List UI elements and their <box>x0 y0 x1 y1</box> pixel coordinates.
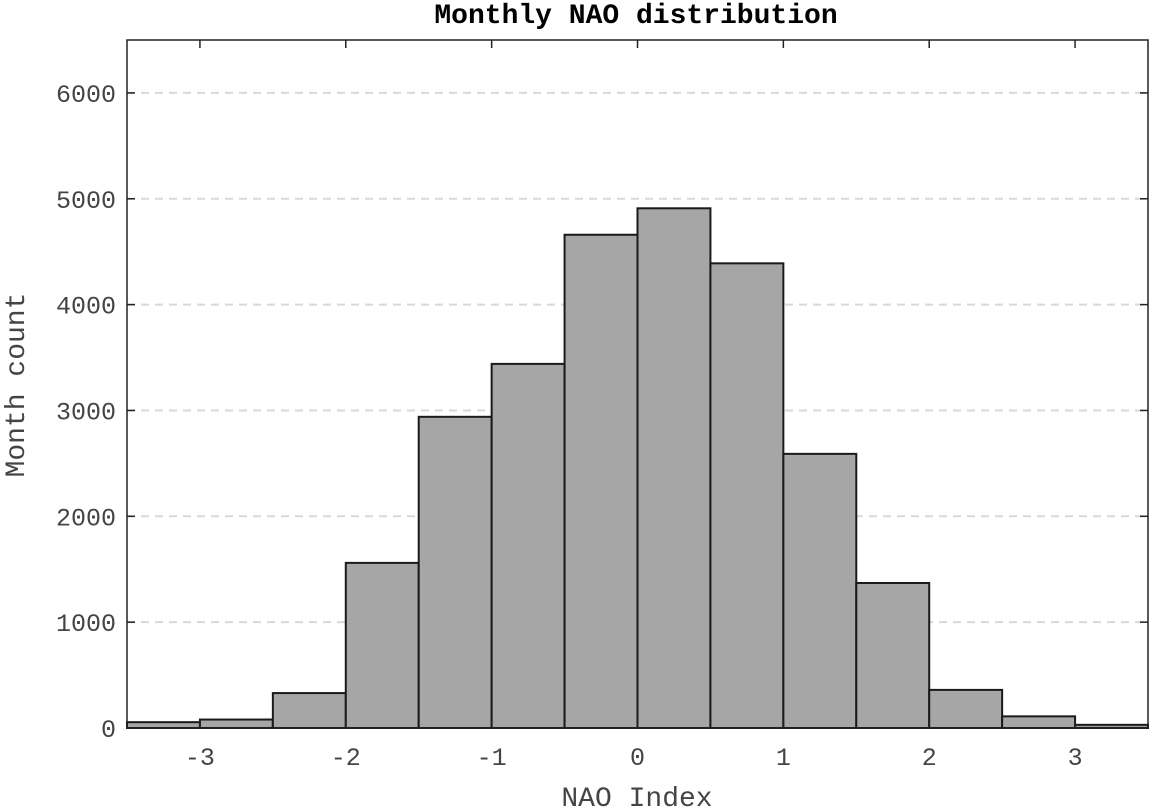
y-tick-label: 0 <box>101 716 116 745</box>
x-tick-label: -2 <box>331 744 361 773</box>
histogram-bar <box>636 207 712 729</box>
y-tick-label: 3000 <box>56 398 116 427</box>
x-tick-label: 2 <box>922 744 937 773</box>
y-axis-label: Month count <box>2 293 33 478</box>
chart-title: Monthly NAO distribution <box>434 1 837 32</box>
histogram-bar <box>1001 715 1077 730</box>
histogram-bar <box>709 262 785 729</box>
histogram-bar <box>126 721 201 730</box>
y-tick-label: 4000 <box>56 293 116 322</box>
histogram-bar <box>198 718 274 729</box>
x-tick-label: 1 <box>776 744 791 773</box>
y-tick-label: 1000 <box>56 610 116 639</box>
x-tick-labels: -3 -2 -1 0 1 2 3 <box>185 744 1083 773</box>
y-tick-label: 5000 <box>56 187 116 216</box>
histogram-bar <box>855 581 931 730</box>
histogram-bar <box>563 233 639 729</box>
histogram-bar <box>782 452 858 729</box>
histogram-bars <box>126 207 1149 730</box>
x-tick-label: -1 <box>477 744 507 773</box>
x-tick-label: 3 <box>1068 744 1083 773</box>
y-tick-label: 6000 <box>56 81 116 110</box>
histogram-bar <box>417 415 493 729</box>
histogram-bar <box>271 692 347 729</box>
x-tick-label: 0 <box>630 744 645 773</box>
y-tick-label: 2000 <box>56 504 116 533</box>
histogram-bar <box>928 688 1004 729</box>
axis-ticks <box>127 40 1148 729</box>
x-tick-label: -3 <box>185 744 215 773</box>
x-axis-label: NAO Index <box>561 784 712 810</box>
y-tick-labels: 0 1000 2000 3000 4000 5000 6000 <box>56 81 116 745</box>
histogram-bar <box>490 362 566 729</box>
histogram-bar <box>344 561 420 729</box>
